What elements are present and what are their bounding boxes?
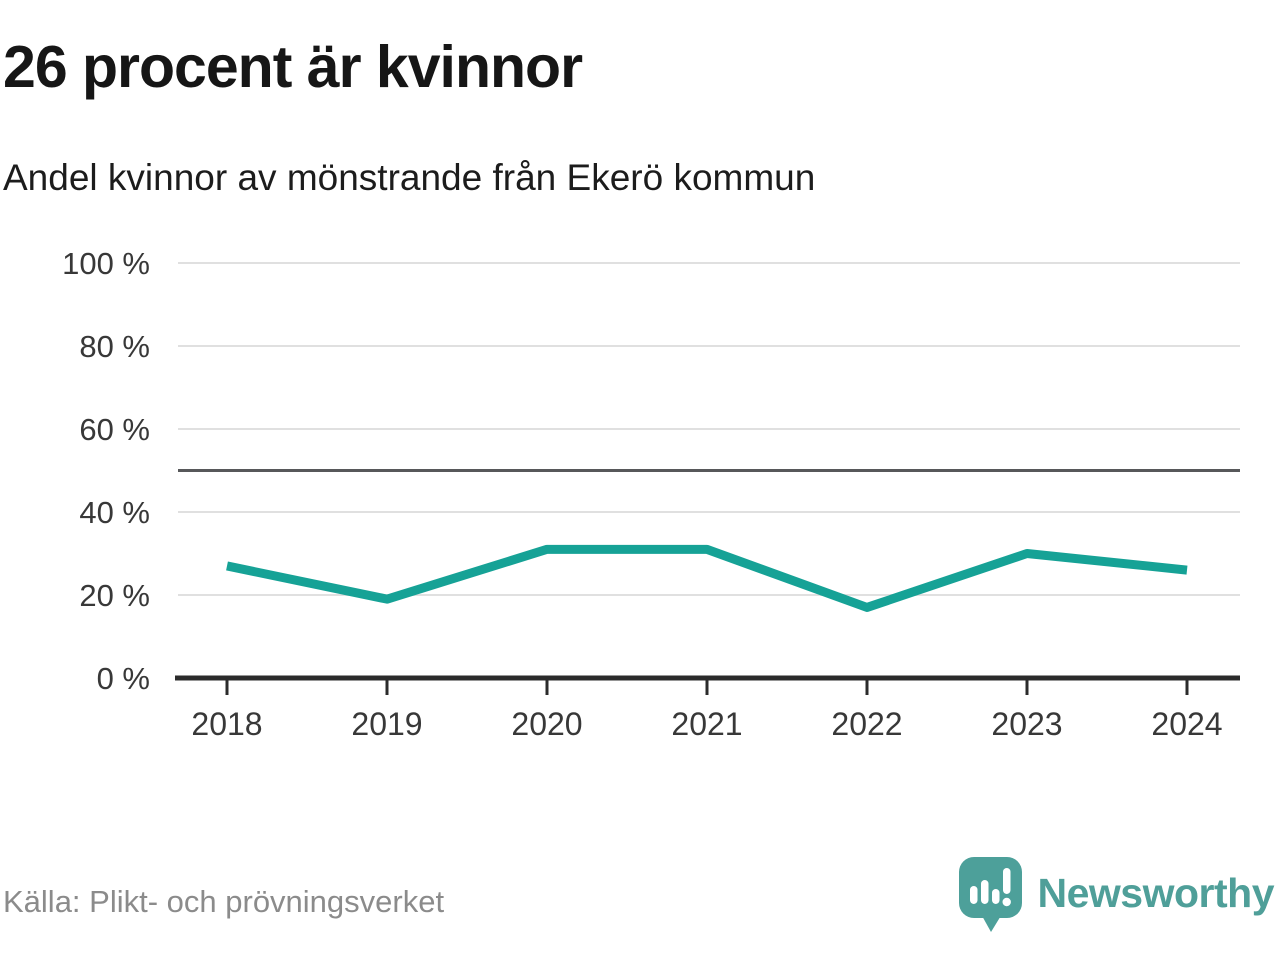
y-axis-label-0: 0 %: [97, 661, 150, 696]
y-axis-label-20: 20 %: [79, 578, 150, 613]
y-axis-label-40: 40 %: [79, 495, 150, 530]
x-axis-label-2020: 2020: [511, 706, 582, 742]
newsworthy-logo-icon: [958, 857, 1022, 932]
x-axis-label-2023: 2023: [991, 706, 1062, 742]
y-axis-label-80: 80 %: [79, 329, 150, 364]
y-axis-label-60: 60 %: [79, 412, 150, 447]
x-axis-label-2018: 2018: [191, 706, 262, 742]
x-axis-label-2019: 2019: [351, 706, 422, 742]
source-text: Källa: Plikt- och prövningsverket: [3, 884, 445, 919]
newsworthy-logo: Newsworthy: [958, 856, 1275, 934]
data-line-andel-kvinnor: [226, 544, 1188, 612]
chart-title: 26 procent är kvinnor: [3, 34, 583, 100]
y-axis-label-100: 100 %: [62, 246, 150, 281]
chart-subtitle: Andel kvinnor av mönstrande från Ekerö k…: [3, 157, 816, 198]
x-axis-label-2022: 2022: [831, 706, 902, 742]
x-axis-label-2021: 2021: [671, 706, 742, 742]
x-axis-label-2024: 2024: [1151, 706, 1222, 742]
line-chart: 0 % 20 % 40 % 60 % 80 % 100 % 2018 2019 2020 2021…: [0, 230, 1280, 760]
newsworthy-logo-text: Newsworthy: [1037, 870, 1275, 916]
line-chart-canvas: 0 % 20 % 40 % 60 % 80 % 100 % 2018 2019 2020 2021…: [62, 246, 1240, 742]
